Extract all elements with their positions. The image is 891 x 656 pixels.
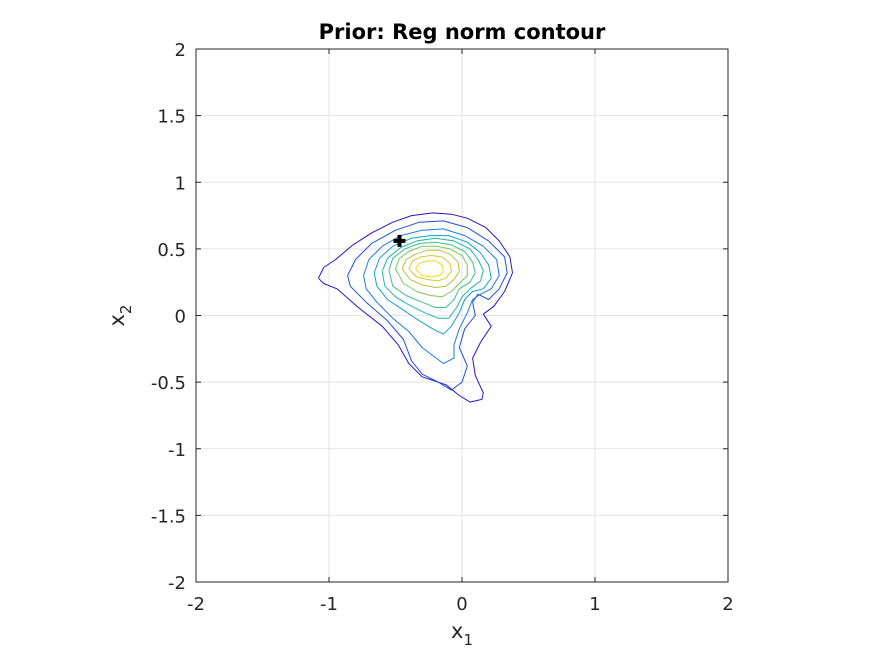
contour-line-level-3 (363, 228, 500, 364)
x-tick-label: 2 (722, 594, 733, 615)
contour-lines (317, 212, 513, 403)
contour-line-level-8 (401, 249, 460, 288)
x-tick-label: 1 (589, 594, 600, 615)
y-tick-label: -0.5 (151, 373, 186, 394)
contour-line-level-6 (388, 241, 476, 308)
x-tick-label: 0 (456, 594, 467, 615)
y-tick-label: 0 (175, 307, 186, 328)
x-tick-label: -2 (187, 594, 205, 615)
x-axis-label-base: x (451, 619, 463, 643)
y-tick-label: 2 (175, 40, 186, 61)
contour-line-level-10 (414, 260, 444, 278)
y-tick-label: 1.5 (157, 107, 186, 128)
x-tick-label: -1 (320, 594, 338, 615)
chart-title: Prior: Reg norm contour (319, 20, 606, 44)
x-axis-label: x1 (451, 619, 473, 649)
y-tick-label: 0.5 (157, 240, 186, 261)
x-axis-ticks: -2 -1 0 1 2 (187, 49, 734, 615)
y-axis-ticks: -2 -1.5 -1 -0.5 0 0.5 1 1.5 2 (151, 40, 728, 594)
y-axis-label-base: x (105, 314, 129, 326)
y-tick-label: -1.5 (151, 506, 186, 527)
contour-line-level-2 (347, 220, 508, 391)
contour-line-level-7 (395, 245, 468, 298)
x-axis-label-subscript: 1 (463, 631, 473, 649)
y-axis-label: x2 (105, 305, 135, 327)
contour-line-level-5 (381, 237, 484, 319)
contour-line-level-1 (317, 212, 513, 403)
y-axis-label-subscript: 2 (117, 305, 135, 315)
y-tick-label: 1 (175, 173, 186, 194)
contour-line-level-9 (408, 255, 452, 282)
contour-line-level-4 (373, 235, 492, 335)
minimum-marker (393, 234, 406, 247)
y-tick-label: -2 (168, 573, 186, 594)
y-tick-label: -1 (168, 440, 186, 461)
